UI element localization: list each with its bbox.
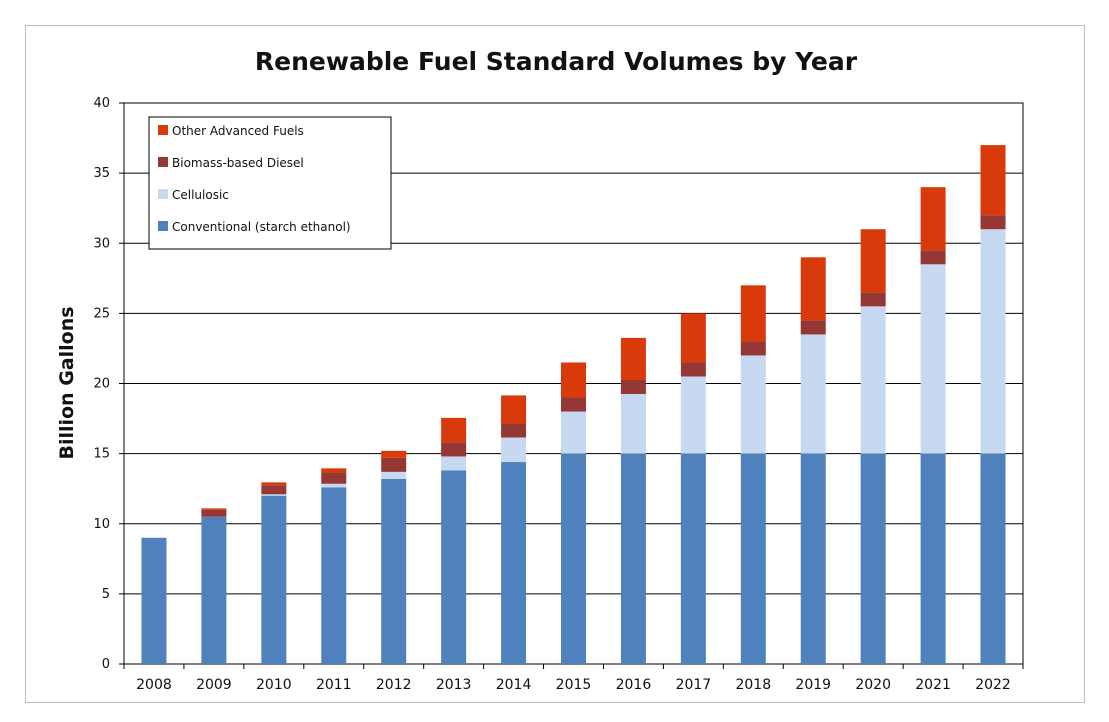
bar-segment (680, 362, 706, 377)
bar-segment (321, 487, 347, 664)
bar-segment (860, 306, 886, 454)
bar-segment (381, 457, 407, 472)
y-tick-label: 15 (93, 447, 110, 462)
bar-segment (561, 362, 586, 398)
legend-label: Conventional (starch ethanol) (172, 220, 351, 234)
bar-segment (561, 397, 586, 412)
legend-swatch (158, 221, 168, 231)
bar-segment (680, 453, 706, 664)
bar-segment (501, 462, 527, 664)
bar-segment (321, 468, 347, 473)
bar-segment (620, 453, 646, 664)
x-tick-label: 2014 (496, 677, 532, 693)
bar-segment (501, 395, 527, 424)
bar-segment (321, 483, 347, 488)
y-tick-label: 0 (102, 657, 110, 672)
x-tick-label: 2015 (556, 677, 592, 693)
bar-segment (980, 215, 1006, 230)
bar-segment (680, 376, 706, 454)
legend-swatch (158, 125, 168, 135)
x-tick-label: 2019 (795, 677, 831, 693)
legend-label: Other Advanced Fuels (172, 124, 304, 138)
bar-segment (920, 187, 946, 251)
bar-segment (920, 453, 946, 664)
bar-segment (441, 470, 467, 664)
x-tick-label: 2018 (735, 677, 771, 693)
bar-segment (201, 509, 227, 517)
x-tick-label: 2022 (975, 677, 1011, 693)
x-tick-label: 2009 (196, 677, 232, 693)
bar-segment (381, 471, 407, 479)
bar-segment (860, 453, 886, 664)
x-tick-label: 2008 (136, 677, 172, 693)
y-tick-label: 25 (93, 306, 110, 321)
bar-segment (740, 355, 766, 454)
x-tick-label: 2012 (376, 677, 412, 693)
x-tick-label: 2021 (915, 677, 951, 693)
bar-segment (800, 334, 826, 454)
bar-segment (201, 516, 227, 664)
bar-segment (261, 485, 287, 495)
bar-segment (980, 229, 1006, 454)
bar-segment (441, 456, 467, 471)
bar-segment (561, 453, 586, 664)
bar-segment (920, 264, 946, 454)
bar-segment (441, 417, 467, 443)
legend-label: Biomass-based Diesel (172, 156, 304, 170)
axis-layer: 0 5 10 15 20 25 30 35 40 2008 2009 2010 2011 2012 2013… (93, 96, 1024, 693)
bar-segment (261, 482, 287, 486)
chart-title: Renewable Fuel Standard Volumes by Year (255, 47, 858, 76)
bar-segment (740, 453, 766, 664)
legend-swatch (158, 157, 168, 167)
bar-segment (800, 320, 826, 335)
y-tick-label: 30 (93, 236, 110, 251)
bar-segment (620, 394, 646, 454)
bar-segment (441, 442, 467, 457)
x-tick-label: 2020 (855, 677, 891, 693)
y-tick-label: 5 (102, 587, 110, 602)
y-tick-label: 20 (93, 377, 110, 392)
bar-segment (381, 478, 407, 664)
bar-segment (980, 453, 1006, 664)
x-tick-label: 2017 (676, 677, 712, 693)
bar-layer (141, 145, 1006, 664)
y-tick-label: 10 (93, 517, 110, 532)
bar-segment (381, 450, 407, 458)
bar-segment (980, 145, 1006, 216)
y-tick-label: 40 (93, 96, 110, 111)
bar-segment (321, 472, 347, 484)
bar-segment (800, 453, 826, 664)
bar-segment (800, 257, 826, 321)
bar-segment (920, 250, 946, 265)
y-tick-label: 35 (93, 166, 110, 181)
bar-segment (141, 537, 167, 664)
legend: Other Advanced Fuels Biomass-based Diesel… (148, 116, 392, 250)
bar-segment (261, 494, 287, 496)
x-tick-label: 2011 (316, 677, 352, 693)
bar-segment (860, 292, 886, 307)
legend-box (148, 116, 392, 250)
bar-segment (561, 411, 586, 454)
legend-swatch (158, 189, 168, 199)
x-tick-label: 2013 (436, 677, 472, 693)
x-tick-label: 2016 (616, 677, 652, 693)
bar-segment (860, 229, 886, 293)
legend-label: Cellulosic (172, 188, 229, 202)
bar-segment (740, 285, 766, 342)
bar-segment (620, 337, 646, 380)
bar-segment (201, 508, 227, 510)
bar-segment (501, 437, 527, 463)
bar-segment (680, 313, 706, 363)
y-axis-label: Billion Gallons (56, 306, 78, 459)
bar-segment (620, 379, 646, 395)
bar-segment (261, 495, 287, 664)
x-tick-label: 2010 (256, 677, 292, 693)
bar-segment (501, 423, 527, 438)
bar-segment (740, 341, 766, 356)
